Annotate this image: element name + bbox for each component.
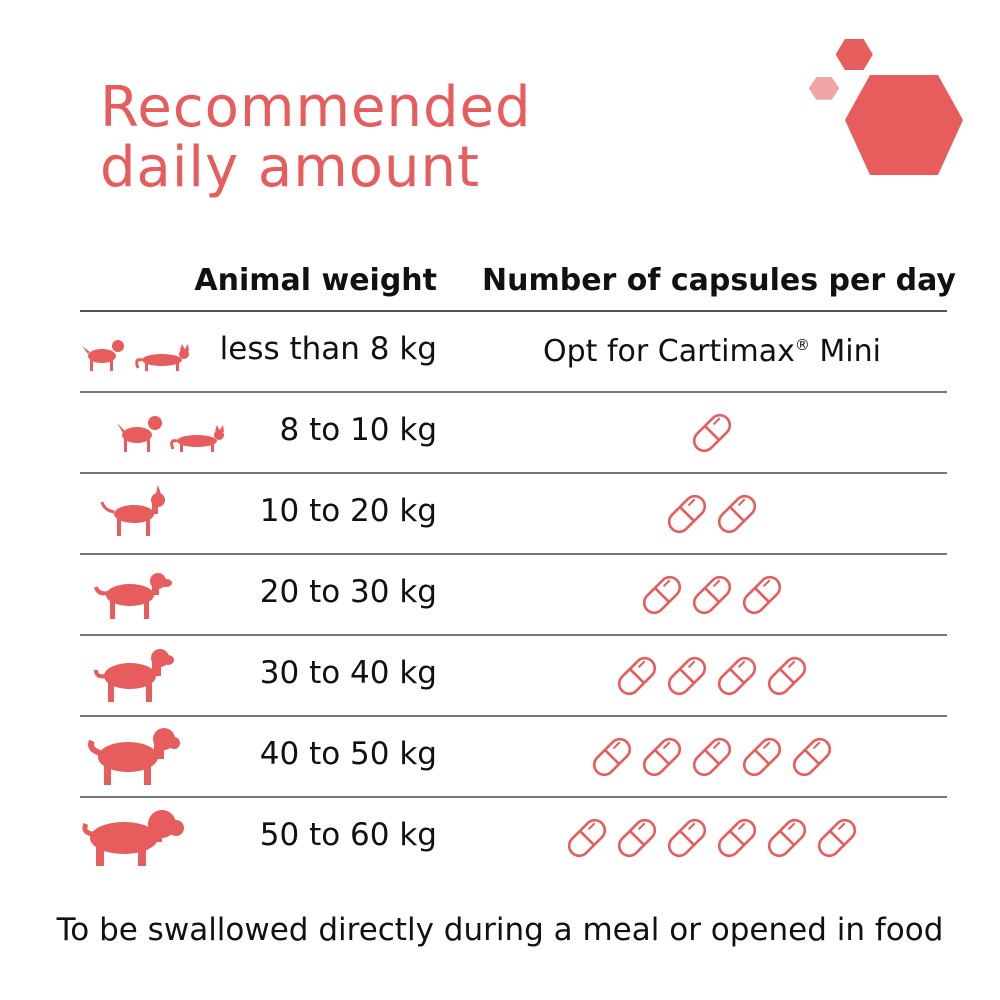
small-dog-and-cat-icon <box>82 340 189 371</box>
hexagon-decoration-icon <box>808 38 963 175</box>
table-header: Animal weight Number of capsules per day <box>80 255 956 312</box>
capsule-icon <box>767 818 807 857</box>
small-dog-icon <box>117 416 162 452</box>
capsule-icon <box>667 494 707 533</box>
dosage-table: Animal weight Number of capsules per day <box>80 255 956 877</box>
capsule-icon <box>692 575 732 614</box>
capsule-icon <box>692 737 732 776</box>
row-capsules: Opt for Cartimax® Mini <box>482 312 942 391</box>
capsule-icon <box>567 818 607 857</box>
row-weight: less than 8 kg <box>219 331 437 367</box>
saint-bernard-dog-icon <box>88 728 180 785</box>
small-dog-icon <box>82 340 124 371</box>
capsule-icon <box>617 818 657 857</box>
capsule-icon <box>717 494 757 533</box>
cat-icon <box>135 344 189 371</box>
row-weight: 50 to 60 kg <box>259 817 437 853</box>
capsule-icon <box>767 656 807 695</box>
usage-instructions: To be swallowed directly during a meal o… <box>56 912 944 948</box>
title-line-2: daily amount <box>100 135 480 200</box>
row-weight: 40 to 50 kg <box>259 736 437 772</box>
row-weight: 8 to 10 kg <box>279 412 437 448</box>
table-row: less than 8 kg Opt for Cartimax® Mini <box>80 312 947 393</box>
capsule-icon <box>667 818 707 857</box>
title-line-1: Recommended <box>100 75 532 140</box>
capsule-icon <box>817 818 857 857</box>
capsule-icon <box>692 413 732 452</box>
small-dog-and-cat-icon <box>117 416 224 452</box>
capsule-icon <box>667 656 707 695</box>
table-row: 50 to 60 kg <box>80 798 947 877</box>
large-dog-icon <box>94 649 174 702</box>
row-capsules <box>482 636 942 715</box>
row-capsules <box>482 798 942 877</box>
row-capsules <box>482 717 942 796</box>
capsule-icon <box>592 737 632 776</box>
capsule-icon <box>642 737 682 776</box>
capsule-icon <box>742 575 782 614</box>
table-row: 30 to 40 kg <box>80 636 947 717</box>
capsule-icon <box>717 656 757 695</box>
row-weight: 30 to 40 kg <box>259 655 437 691</box>
labrador-dog-icon <box>94 573 172 619</box>
page-title: Recommended daily amount <box>100 78 532 198</box>
capsule-icon <box>642 575 682 614</box>
cartimax-mini-note: Opt for Cartimax® Mini <box>543 334 881 369</box>
capsule-icon <box>792 737 832 776</box>
row-capsules <box>482 474 942 553</box>
table-row: 10 to 20 kg <box>80 474 947 555</box>
capsule-icon <box>717 818 757 857</box>
row-weight: 20 to 30 kg <box>259 574 437 610</box>
row-capsules <box>482 555 942 634</box>
capsule-icon <box>742 737 782 776</box>
table-row: 8 to 10 kg <box>80 393 947 474</box>
table-row: 20 to 30 kg <box>80 555 947 636</box>
header-capsules: Number of capsules per day <box>482 263 956 298</box>
table-row: 40 to 50 kg <box>80 717 947 798</box>
capsule-icon <box>617 656 657 695</box>
mastiff-dog-icon <box>82 810 184 866</box>
row-capsules <box>482 393 942 472</box>
header-animal-weight: Animal weight <box>194 263 437 298</box>
medium-dog-icon <box>100 485 165 536</box>
row-weight: 10 to 20 kg <box>259 493 437 529</box>
cat-icon <box>170 425 224 452</box>
